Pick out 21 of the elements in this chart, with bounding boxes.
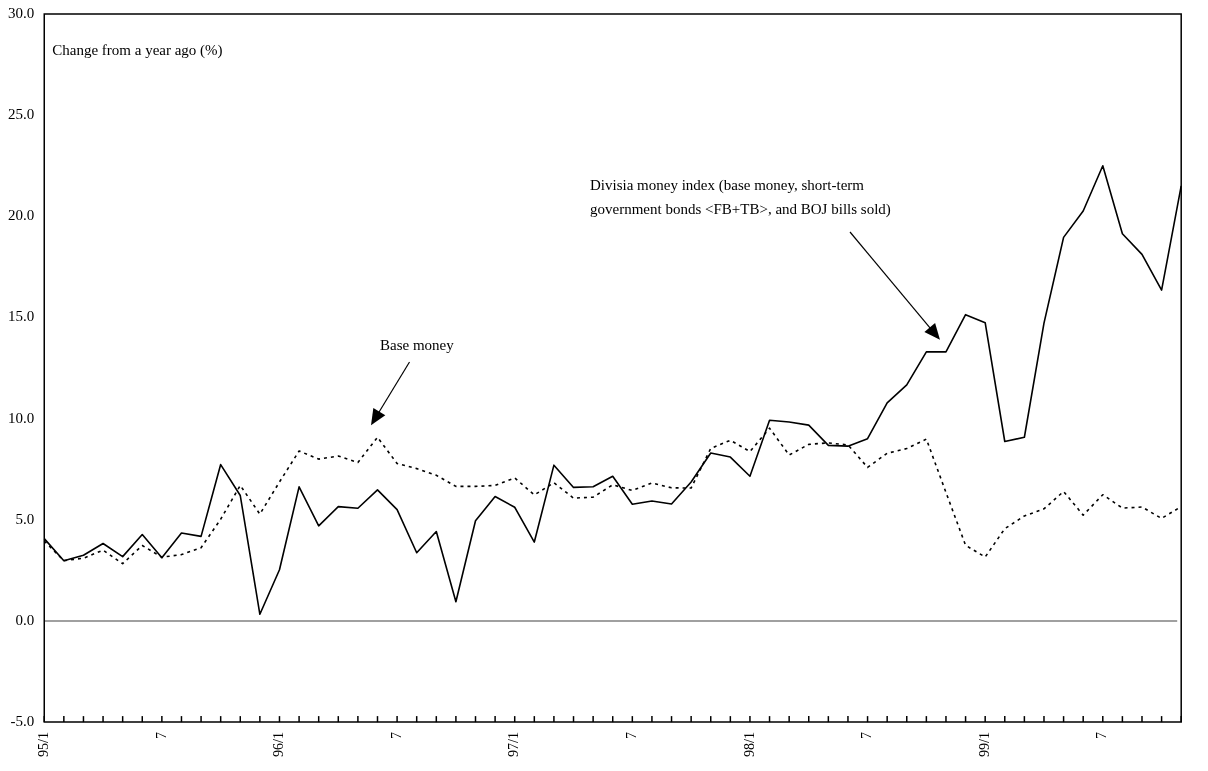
x-tick-label: 7 <box>859 732 875 740</box>
y-tick-label: 0.0 <box>15 611 35 628</box>
y-tick-label: 10.0 <box>8 409 35 426</box>
y-tick-label: 25.0 <box>8 106 35 123</box>
x-tick-label: 97/1 <box>506 732 522 757</box>
annotation: Base money <box>380 337 455 353</box>
x-tick-label: 7 <box>388 732 404 740</box>
x-tick-label: 96/1 <box>271 732 287 757</box>
x-tick-label: 98/1 <box>741 732 757 757</box>
x-tick-label: 99/1 <box>976 732 992 757</box>
y-tick-label: 5.0 <box>15 510 35 527</box>
y-axis-title: Change from a year ago (%) <box>52 42 223 60</box>
y-tick-label: 30.0 <box>8 4 35 21</box>
annotation: Divisia money index (base money, short-term government bonds <FB+TB>, and BOJ bills sold) <box>590 177 891 218</box>
y-tick-label: 15.0 <box>8 308 35 325</box>
y-tick-label: -5.0 <box>10 713 35 730</box>
x-tick-label: 7 <box>153 732 169 740</box>
x-tick-label: 7 <box>1094 732 1110 740</box>
x-tick-label: 95/1 <box>35 732 51 757</box>
x-tick-label: 7 <box>624 732 639 740</box>
y-tick-label: 20.0 <box>8 207 35 224</box>
